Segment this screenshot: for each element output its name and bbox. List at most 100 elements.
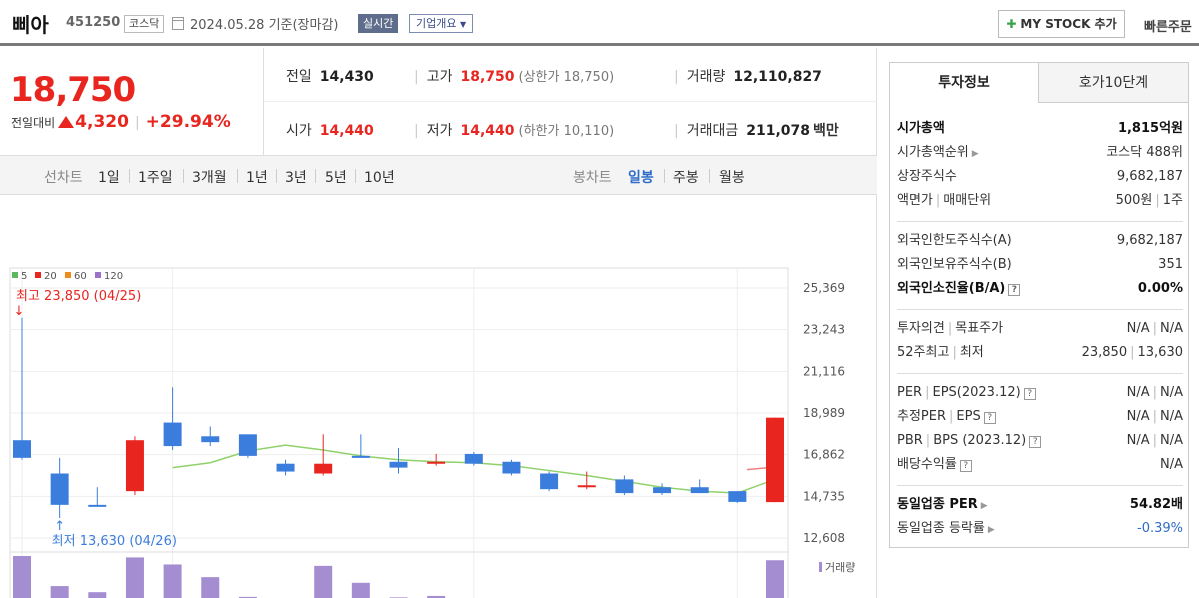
info-row: 투자의견 | 목표주가 N/A | N/A [897,317,1183,341]
change-row: 전일대비 4,320 | +29.94% [11,112,231,132]
info-value-text: N/A [1126,409,1150,424]
info-key: 상장주식수 [897,169,957,184]
help-icon[interactable]: ? [959,460,972,472]
period-1y[interactable]: 1년 [246,170,268,186]
candle-body [88,504,107,507]
candle-body [13,440,31,458]
market-tag: 코스닥 [124,15,165,33]
info-key-text: 최저 [959,345,984,360]
y-tick-label: 14,735 [803,489,845,503]
volume-legend-swatch [819,562,822,572]
help-icon[interactable]: ? [983,412,996,424]
tab-invest-info[interactable]: 투자정보 [890,63,1039,103]
stat-sub: (하한가 10,110) [518,124,615,139]
candle-body [314,463,333,474]
info-key: 외국인보유주식수(B) [897,257,1012,272]
info-row: 추정PER | EPS? N/A | N/A [897,405,1183,429]
candle-weekly[interactable]: 주봉 [673,170,699,186]
y-tick-label: 12,608 [803,531,845,545]
mystock-add-button[interactable]: ✚ MY STOCK 추가 [998,10,1125,38]
info-key: 동일업종 PER ▶ [897,493,988,518]
period-10y[interactable]: 10년 [364,170,395,186]
info-value: 0.00% [1137,281,1183,296]
info-key-text: 동일업종 등락률 [897,521,985,536]
legend-label: 5 [21,271,27,282]
volume-bar [125,557,144,598]
info-value-text: 1주 [1162,193,1183,208]
stat-value: 14,430 [319,69,374,85]
info-value-text: N/A [1160,409,1183,424]
chevron-right-icon: ▶ [980,501,988,511]
info-value-text: N/A [1126,433,1150,448]
candle-body [389,461,408,468]
help-icon[interactable]: ? [1023,388,1036,400]
candle-daily[interactable]: 일봉 [628,170,654,186]
info-key: 시가총액순위 ▶ [897,141,979,166]
divider: | [1152,321,1157,336]
realtime-button[interactable]: 실시간 [358,14,399,33]
info-value: 1,815억원 [1117,121,1183,136]
period-3y[interactable]: 3년 [285,170,307,186]
divider: | [414,123,419,139]
price-box: 18,750 전일대비 4,320 | +29.94% [0,48,264,156]
candle-monthly[interactable]: 월봉 [719,170,745,186]
divider: | [952,345,957,360]
info-key: 투자의견 | 목표주가 [897,317,1003,341]
chevron-down-icon: ▼ [459,20,467,29]
volume-bar [88,592,107,598]
chevron-right-icon: ▶ [987,525,995,535]
divider: | [925,385,930,400]
info-row: 상장주식수 9,682,187 [897,165,1183,189]
divider: | [1152,385,1157,400]
divider: | [1130,345,1135,360]
candle-body [728,491,747,502]
period-5y[interactable]: 5년 [325,170,347,186]
legend-label: 120 [104,271,123,282]
info-key: PBR | BPS (2023.12)? [897,429,1042,453]
stat-low: | 저가 14,440 (하한가 10,110) [414,120,614,140]
info-row[interactable]: 동일업종 PER ▶ 54.82배 [897,493,1183,517]
candle-body [201,436,220,443]
stats-row: 시가 14,440 | 저가 14,440 (하한가 10,110) | 거래대금 211,… [264,102,877,156]
stat-value: 14,440 [319,123,374,139]
quick-order-button[interactable]: 빠른주문 [1144,20,1192,35]
info-key: 배당수익률? [897,453,972,477]
stock-name: 삐아 [12,13,49,37]
candlestick-chart[interactable]: 25,369 23,243 21,116 18,989 16,862 14,735 12,6… [0,208,877,598]
company-info-dropdown[interactable]: 기업개요 ▼ [409,14,474,33]
period-3m[interactable]: 3개월 [192,170,227,186]
divider [355,169,356,183]
candle-body [276,463,295,472]
info-value: 9,682,187 [1116,233,1183,248]
info-row[interactable]: 동일업종 등락률 ▶ -0.39% [897,517,1183,541]
candle-body [502,461,521,474]
low-annotation: 최저 13,630 (04/26) [52,534,177,549]
period-1d[interactable]: 1일 [98,170,120,186]
info-group-sector: 동일업종 PER ▶ 54.82배 동일업종 등락률 ▶ -0.39% [897,493,1183,541]
info-value: N/A | N/A [1127,317,1183,341]
divider [276,169,277,183]
help-icon[interactable]: ? [1008,284,1021,296]
legend-swatch [35,272,41,278]
volume-bar [427,595,446,598]
current-price: 18,750 [10,70,136,110]
divider: | [674,123,679,139]
candle-body [690,487,709,494]
tab-orderbook[interactable]: 호가10단계 [1039,63,1188,103]
info-value-text: N/A [1126,321,1150,336]
period-1w[interactable]: 1주일 [138,170,173,186]
stats-row: 전일 14,430 | 고가 18,750 (상한가 18,750) | 거래량 12,11… [264,48,877,102]
info-row: 액면가 | 매매단위 500원 | 1주 [897,189,1183,213]
info-key: 추정PER | EPS? [897,405,996,429]
help-icon[interactable]: ? [1029,436,1042,448]
change-percent: +29.94% [145,112,231,132]
divider: | [1152,433,1157,448]
candle-body [653,487,672,494]
info-key: 동일업종 등락률 ▶ [897,517,995,542]
info-key-text: 투자의견 [897,321,945,336]
info-row[interactable]: 시가총액순위 ▶ 코스닥 488위 [897,141,1183,165]
stat-volume: | 거래량 12,110,827 [674,66,822,86]
info-value: N/A | N/A [1127,405,1183,429]
info-group-market-cap: 시가총액 1,815억원 시가총액순위 ▶ 코스닥 488위 상장주식수 9,682,1… [897,117,1183,222]
legend-swatch [65,272,71,278]
